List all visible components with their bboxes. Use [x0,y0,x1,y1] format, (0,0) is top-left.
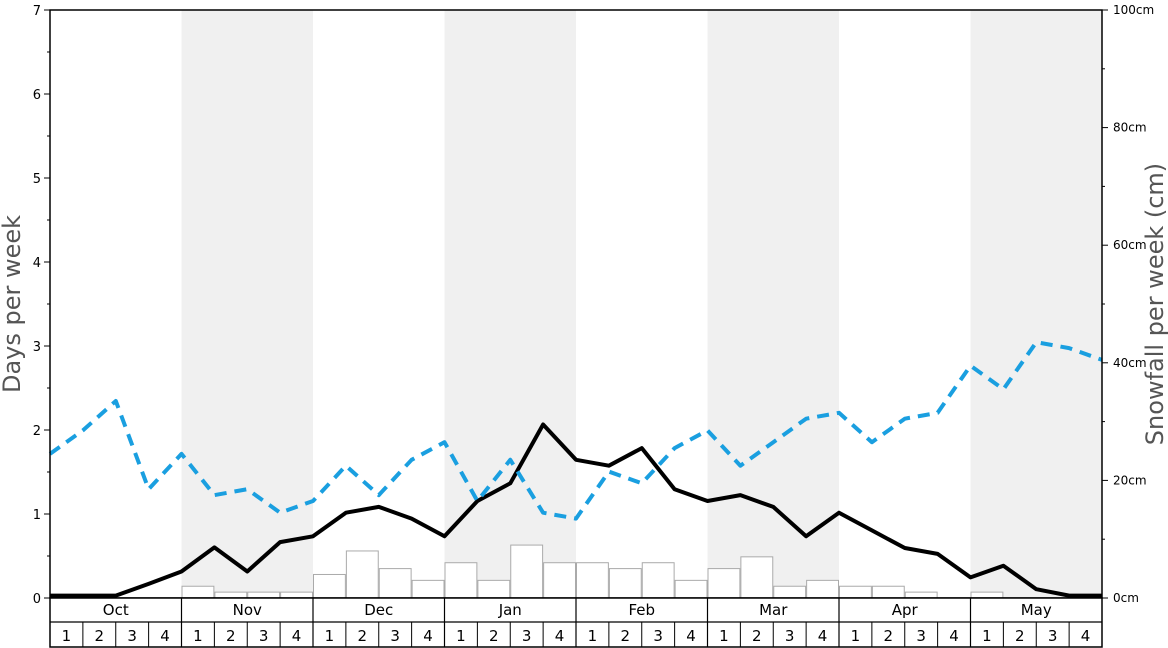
left-tick-label-7: 7 [33,4,41,19]
week-label-apr-2: 2 [884,627,894,645]
week-label-jan-4: 4 [555,627,565,645]
month-band-jan [444,10,576,598]
week-label-feb-1: 1 [588,627,598,645]
week-label-may-3: 3 [1048,627,1058,645]
week-label-apr-3: 3 [916,627,926,645]
bar-week-13 [444,562,478,599]
left-axis: 0 1 2 3 4 5 6 7 [33,4,50,607]
bar-week-19 [641,562,675,599]
right-tick-label-4: 80cm [1113,121,1147,135]
right-tick-label-2: 40cm [1113,356,1147,370]
month-band-nov [181,10,313,598]
bar-week-20 [674,579,708,599]
week-label-nov-4: 4 [292,627,302,645]
month-label-dec: Dec [364,601,393,619]
series-line-1 [50,422,1102,598]
right-tick-label-1: 20cm [1113,473,1147,487]
week-label-dec-4: 4 [423,627,433,645]
week-label-mar-1: 1 [719,627,729,645]
right-axis: 0cm 20cm 40cm 60cm 80cm 100cm [1102,3,1154,605]
week-label-apr-1: 1 [851,627,861,645]
bar-week-29 [970,591,1004,599]
bar-week-27 [904,591,938,599]
right-tick-label-0: 0cm [1113,591,1139,605]
month-week-axis: Oct 1 2 3 4 Nov 1 2 3 4 Dec 1 2 3 4 Jan 1 2 3 4 Feb 1 2 3 4 Mar 1 2… [49,597,1103,648]
bar-week-17 [576,562,609,599]
week-label-dec-3: 3 [390,627,400,645]
left-tick-label-5: 5 [33,172,41,187]
left-tick-label-0: 0 [33,592,41,607]
bar-week-5 [181,585,215,599]
bar-week-22 [740,556,774,599]
left-axis-title: Days per week [0,215,26,393]
week-label-nov-3: 3 [259,627,269,645]
right-tick-label-3: 60cm [1113,238,1147,252]
bar-week-15 [510,544,544,599]
week-label-oct-3: 3 [127,627,137,645]
week-label-feb-2: 2 [621,627,631,645]
week-label-nov-2: 2 [226,627,236,645]
week-label-oct-4: 4 [160,627,170,645]
snowfall-lines [48,340,1103,598]
bar-week-24 [806,579,839,599]
week-label-jan-2: 2 [489,627,499,645]
month-label-may: May [1021,601,1052,619]
week-label-jan-3: 3 [522,627,532,645]
bar-week-25 [839,585,872,599]
snowfall-days-bars [181,544,1004,599]
week-label-mar-3: 3 [785,627,795,645]
left-tick-label-2: 2 [33,424,41,439]
month-band-mar [707,10,839,598]
bar-week-14 [477,579,511,599]
month-label-apr: Apr [892,601,919,619]
bar-week-18 [608,568,642,599]
bar-week-8 [280,591,313,599]
week-label-jan-1: 1 [456,627,466,645]
month-label-feb: Feb [628,601,655,619]
bar-week-21 [707,568,741,599]
bar-week-7 [247,591,281,599]
left-tick-label-4: 4 [33,256,41,271]
week-label-may-2: 2 [1015,627,1025,645]
bar-week-11 [378,568,412,599]
week-label-mar-2: 2 [752,627,762,645]
bar-week-9 [313,573,346,599]
week-label-feb-3: 3 [653,627,663,645]
week-label-dec-1: 1 [325,627,335,645]
week-label-may-4: 4 [1081,627,1091,645]
week-label-feb-4: 4 [686,627,696,645]
bar-week-26 [871,585,905,599]
bar-week-6 [214,591,248,599]
left-tick-label-1: 1 [33,508,41,523]
month-label-mar: Mar [759,601,788,619]
week-label-nov-1: 1 [193,627,203,645]
month-band-may [970,10,1102,598]
bar-week-16 [543,562,576,599]
bar-week-12 [411,579,445,599]
week-label-mar-4: 4 [818,627,828,645]
week-label-oct-2: 2 [95,627,105,645]
right-tick-label-5: 100cm [1113,3,1154,17]
week-label-apr-4: 4 [949,627,959,645]
week-label-dec-2: 2 [358,627,368,645]
month-label-jan: Jan [498,601,522,619]
bar-week-10 [345,550,379,599]
month-bands [181,10,1102,598]
series-line-2 [48,340,1103,521]
left-tick-label-3: 3 [33,340,41,355]
right-axis-title: Snowfall per week (cm) [1141,163,1168,445]
week-label-may-1: 1 [982,627,992,645]
month-label-nov: Nov [233,601,262,619]
bar-week-23 [773,585,807,599]
week-label-oct-1: 1 [62,627,72,645]
month-label-oct: Oct [103,601,129,619]
left-tick-label-6: 6 [33,88,41,103]
